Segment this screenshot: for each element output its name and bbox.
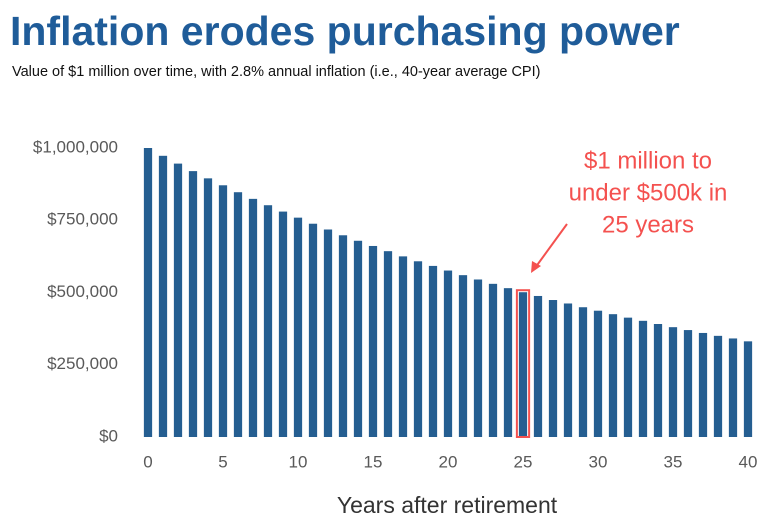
bar [503,288,513,437]
bar [368,245,378,437]
bar [443,270,453,437]
bar [323,229,333,437]
bar [638,320,648,437]
bar [743,341,753,437]
y-tick-label: $0 [99,426,118,445]
x-tick-label: 5 [218,452,227,471]
bar [563,303,573,437]
bar [728,338,738,437]
highlight-box [515,289,531,438]
bar [188,171,198,437]
bar [233,192,243,437]
annotation-text: $1 million to [584,147,712,174]
bar [383,251,393,437]
bar [158,155,168,438]
x-tick-label: 40 [739,452,758,471]
bar [698,332,708,437]
chart-subtitle: Value of $1 million over time, with 2.8%… [12,64,540,80]
bar [683,330,693,437]
bar [578,307,588,437]
y-tick-label: $500,000 [47,282,118,301]
annotation-text: 25 years [602,211,694,238]
x-tick-label: 10 [289,452,308,471]
bar [218,185,228,437]
y-tick-label: $750,000 [47,210,118,229]
bar [173,163,183,437]
bar [353,240,363,437]
bar [668,327,678,437]
bar [608,314,618,437]
bar [398,256,408,437]
bar [488,283,498,437]
bar [533,295,543,437]
x-tick-label: 0 [143,452,152,471]
bar [203,178,213,437]
bar [293,217,303,437]
bar [458,275,468,437]
y-tick-label: $250,000 [47,354,118,373]
bar [548,300,558,437]
x-tick-label: 15 [364,452,383,471]
chart-title: Inflation erodes purchasing power [10,8,680,54]
bar [593,310,603,437]
bar [623,317,633,437]
bar [338,235,348,437]
bar [428,265,438,437]
bar [278,211,288,437]
x-tick-label: 35 [664,452,683,471]
annotation-arrowhead [531,261,541,273]
bar [308,223,318,437]
annotation-text: under $500k in [569,179,728,206]
x-tick-label: 25 [514,452,533,471]
y-tick-label: $1,000,000 [33,137,118,156]
annotation-arrow [534,223,568,269]
x-tick-label: 20 [439,452,458,471]
bar [248,198,258,437]
bar [413,261,423,437]
bar [263,205,273,437]
x-tick-label: 30 [589,452,608,471]
bar [653,324,663,437]
bar [713,335,723,437]
x-axis-label: Years after retirement [337,492,558,518]
bar [518,292,528,437]
bar [473,279,483,437]
bar [143,148,153,437]
